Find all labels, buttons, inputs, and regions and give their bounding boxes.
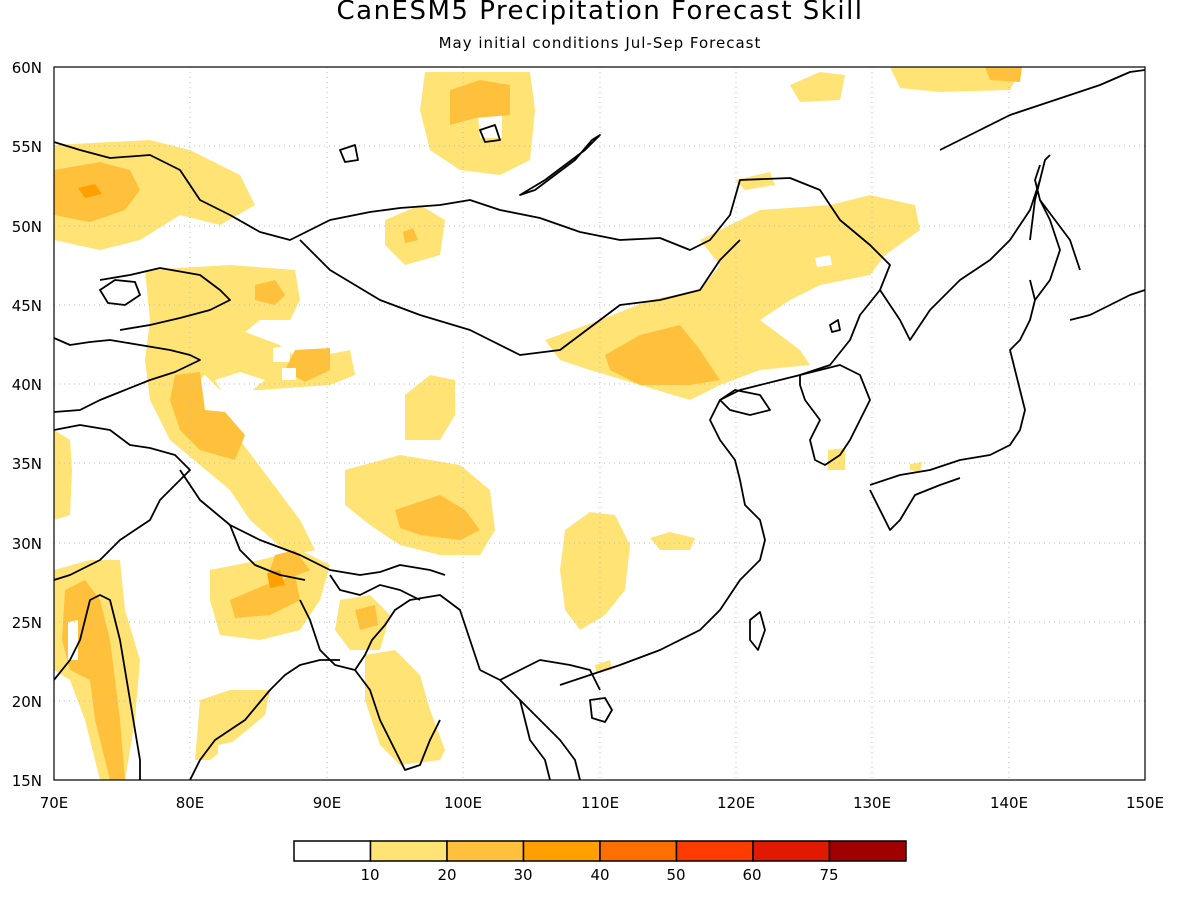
colorbar	[293, 840, 907, 862]
colorbar-swatch	[752, 840, 831, 862]
lon-label: 120E	[717, 794, 755, 812]
lon-label: 110E	[581, 794, 619, 812]
lat-label: 25N	[12, 614, 42, 632]
latitude-axis: 15N 20N 25N 30N 35N 40N 45N 50N 55N 60N	[12, 59, 42, 790]
colorbar-swatch	[599, 840, 678, 862]
lon-label: 130E	[853, 794, 891, 812]
colorbar-label: 50	[666, 866, 685, 884]
lat-label: 20N	[12, 693, 42, 711]
colorbar-labels: 10 20 30 40 50 60 75	[360, 866, 838, 884]
lat-label: 55N	[12, 138, 42, 156]
coastlines-borders	[54, 69, 1145, 780]
colorbar-label: 30	[513, 866, 532, 884]
map-subtitle: May initial conditions Jul-Sep Forecast	[438, 34, 762, 52]
lon-label: 140E	[990, 794, 1028, 812]
lat-label: 40N	[12, 376, 42, 394]
lon-label: 150E	[1126, 794, 1164, 812]
colorbar-label: 10	[360, 866, 379, 884]
skill-shading	[54, 67, 1022, 780]
colorbar-label: 60	[742, 866, 761, 884]
lat-label: 15N	[12, 772, 42, 790]
map-title: CanESM5 Precipitation Forecast Skill	[336, 0, 864, 26]
lon-label: 90E	[313, 794, 342, 812]
colorbar-label: 75	[819, 866, 838, 884]
lat-label: 45N	[12, 297, 42, 315]
lon-label: 70E	[40, 794, 69, 812]
colorbar-swatch	[828, 840, 907, 862]
graticule	[54, 67, 1145, 780]
lat-label: 30N	[12, 535, 42, 553]
map-frame	[53, 66, 1146, 781]
lat-label: 35N	[12, 455, 42, 473]
colorbar-swatch	[369, 840, 448, 862]
colorbar-swatch	[675, 840, 754, 862]
colorbar-swatch	[446, 840, 525, 862]
colorbar-swatch	[293, 840, 372, 862]
longitude-axis: 70E 80E 90E 100E 110E 120E 130E 140E 150…	[40, 794, 1164, 812]
lon-label: 80E	[176, 794, 205, 812]
colorbar-label: 40	[590, 866, 609, 884]
colorbar-swatch	[522, 840, 601, 862]
lat-label: 60N	[12, 59, 42, 77]
lon-label: 100E	[444, 794, 482, 812]
colorbar-label: 20	[437, 866, 456, 884]
lat-label: 50N	[12, 218, 42, 236]
